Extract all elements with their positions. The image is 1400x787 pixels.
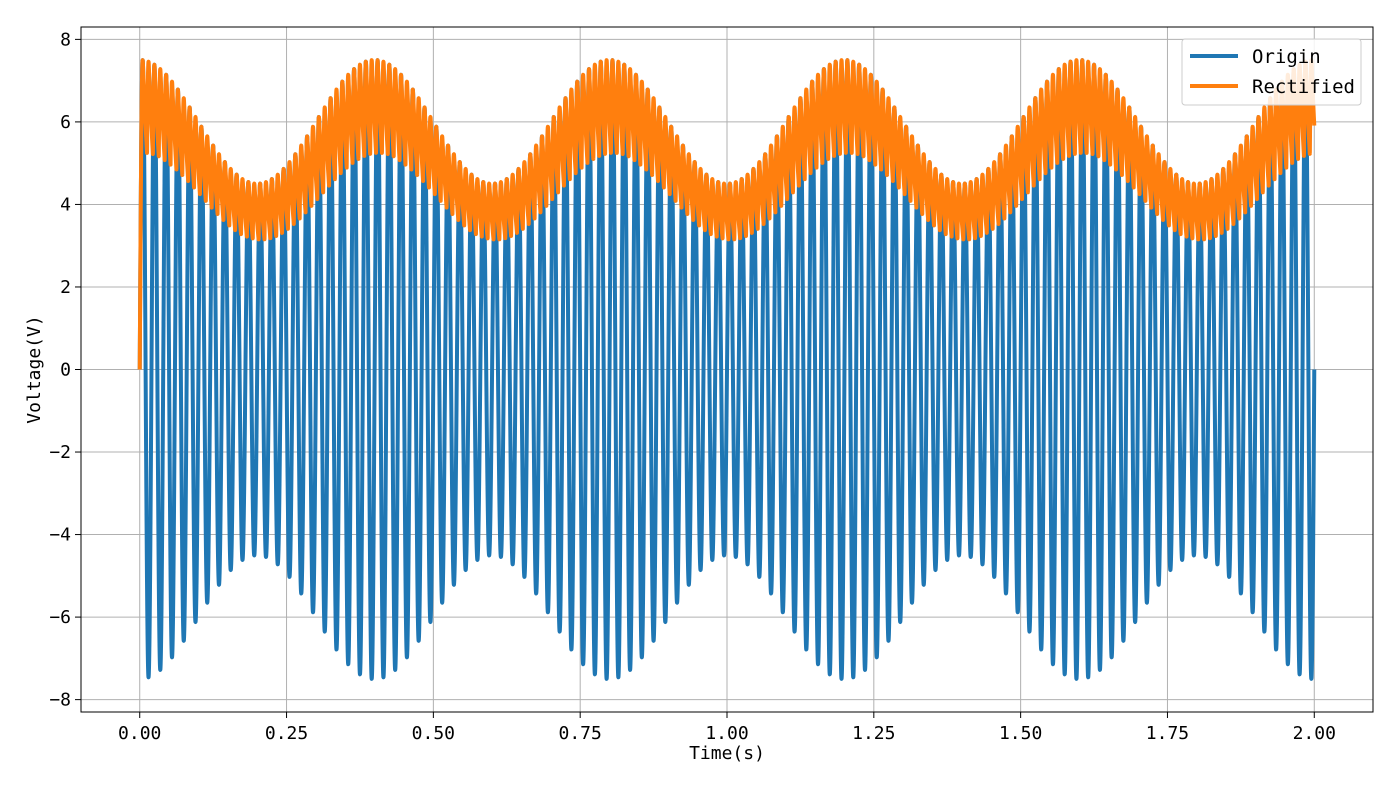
y-tick-label: −8 [49, 690, 71, 711]
x-tick-label: 0.75 [559, 723, 602, 744]
y-axis-label: Voltage(V) [24, 315, 45, 423]
x-axis-label: Time(s) [689, 743, 765, 764]
x-tick-label: 1.50 [999, 723, 1042, 744]
x-tick-label: 1.75 [1146, 723, 1189, 744]
x-tick-label: 0.50 [412, 723, 455, 744]
legend-label-rectified: Rectified [1252, 76, 1355, 98]
x-tick-label: 0.00 [118, 723, 161, 744]
y-tick-label: −2 [49, 442, 71, 463]
y-tick-label: −4 [49, 525, 71, 546]
y-tick-label: 2 [60, 277, 71, 298]
y-tick-label: 8 [60, 29, 71, 50]
series-layer [137, 58, 1317, 681]
legend: Origin Rectified [1181, 38, 1362, 106]
y-axis-ticks: −8 −6 −4 −2 0 2 4 6 8 [49, 29, 81, 711]
x-tick-label: 1.00 [705, 723, 748, 744]
y-tick-label: −6 [49, 607, 71, 628]
x-tick-label: 0.25 [265, 723, 308, 744]
legend-label-origin: Origin [1252, 46, 1321, 68]
y-tick-label: 4 [60, 194, 71, 215]
y-tick-label: 6 [60, 112, 71, 133]
y-tick-label: 0 [60, 360, 71, 381]
x-tick-label: 1.25 [852, 723, 895, 744]
series-line-rectified [137, 58, 1317, 370]
x-tick-label: 2.00 [1293, 723, 1336, 744]
x-axis-ticks: 0.00 0.25 0.50 0.75 1.00 1.25 1.50 1.75 2.00 [118, 712, 1336, 744]
